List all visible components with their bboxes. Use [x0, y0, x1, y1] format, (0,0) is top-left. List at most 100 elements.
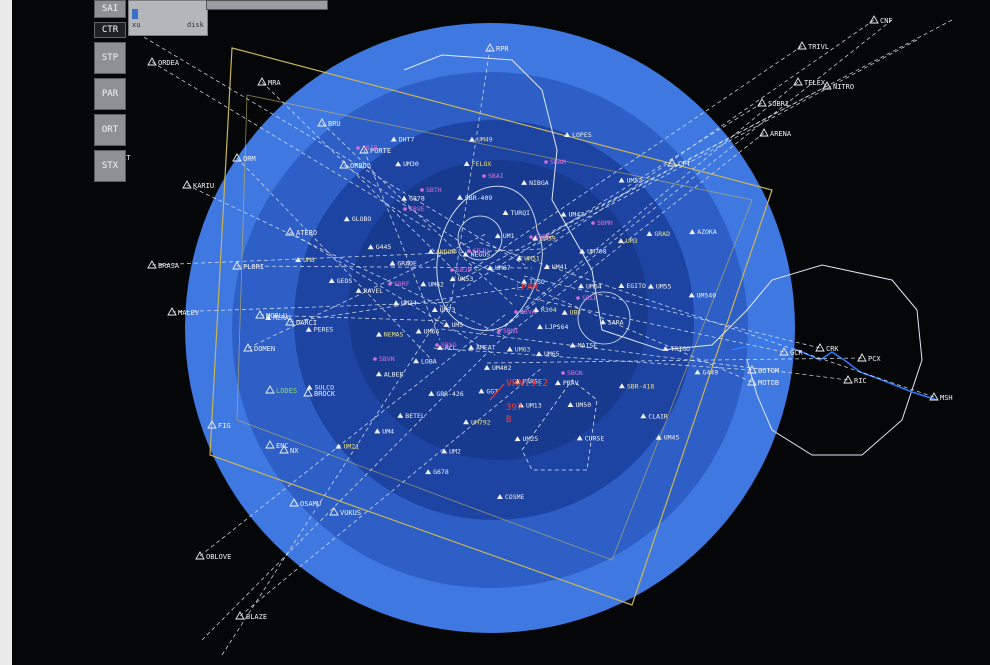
inner-fixes: R304 RCL UM1 PRAV RAVEL UM3 UM2 UM30 G449 UM5 UM51… — [265, 131, 718, 501]
alert-label-0[interactable]: VRN1912 — [506, 378, 548, 389]
fix-marker-dht7 — [390, 136, 397, 142]
aircraft-symbol[interactable] — [450, 268, 454, 272]
aircraft-symbol[interactable] — [403, 207, 407, 211]
track-label-sbju[interactable]: SBJU — [473, 247, 489, 255]
fix-label-nitro: NITRO — [833, 83, 854, 91]
fix-marker-brock — [303, 388, 313, 397]
fix-marker-andor — [427, 248, 434, 254]
fix-marker-sulco — [306, 384, 313, 390]
track-label-sbam[interactable]: SBAM — [550, 158, 566, 166]
fix-label-sbr-418: SBR-418 — [627, 382, 654, 390]
track-label-sbjp[interactable]: SBJP — [456, 266, 472, 274]
aircraft-tracks[interactable]: SBIB SBVE SBJP SBNI SBAM SBMH SBRF SBSG SBAI SBTE… — [356, 144, 613, 377]
track-label-sbib[interactable]: SBIB — [362, 144, 378, 152]
aircraft-symbol[interactable] — [591, 221, 595, 225]
aircraft-symbol[interactable] — [373, 357, 377, 361]
fix-label-trivl: TRIVL — [808, 43, 829, 51]
route-line — [199, 313, 507, 557]
fix-label-botom: BOTOM — [758, 367, 779, 375]
radar-display[interactable]: ORDEA MRA KARIU BRASA MALEV ATERO FLORI MORLU DO… — [12, 0, 990, 665]
track-label-sbth[interactable]: SBTH — [426, 186, 442, 194]
aircraft-symbol[interactable] — [497, 329, 501, 333]
track-label-sbsg[interactable]: SBSG — [441, 341, 457, 349]
fix-label-um73: UM73 — [440, 306, 456, 314]
menu-button-sai[interactable]: SAI — [94, 0, 126, 18]
route-network — [131, 19, 953, 656]
fix-marker-osamu — [289, 498, 299, 507]
fix-label-um51: UM51 — [524, 254, 540, 262]
fix-marker-crk — [815, 343, 825, 352]
fix-marker-um792 — [463, 419, 470, 425]
fix-label-ordea: ORDEA — [158, 59, 180, 67]
fix-label-um41: UM41 — [552, 263, 568, 271]
track-label-sbmh[interactable]: SBMH — [597, 219, 613, 227]
aircraft-symbol[interactable] — [435, 343, 439, 347]
aircraft-symbol[interactable] — [529, 235, 533, 239]
aircraft-symbol[interactable] — [544, 160, 548, 164]
fix-label-sulco: SULCO — [314, 384, 334, 392]
fix-label-rpr: RPR — [496, 45, 509, 53]
alert-label-2[interactable]: B — [506, 415, 511, 425]
track-label-sbve[interactable]: SBVE — [409, 205, 425, 213]
route-line — [440, 328, 849, 381]
alert-label-1[interactable]: 397 — [506, 403, 522, 413]
holding-pattern-2 — [577, 291, 631, 345]
fix-marker-um67 — [487, 265, 493, 271]
track-label-sbte[interactable]: SBTE — [535, 233, 551, 241]
aircraft-symbol[interactable] — [561, 371, 565, 375]
fix-label-flori: FLORI — [243, 263, 264, 271]
fix-label-curse: CURSE — [585, 434, 605, 442]
menu-button-ctr[interactable]: CTR — [94, 22, 126, 38]
fix-label-um47: UM47 — [569, 211, 585, 219]
fix-label-um8: UM8 — [303, 256, 315, 264]
fix-label-prav: PRAV — [563, 379, 579, 387]
aircraft-symbol[interactable] — [388, 282, 392, 286]
fix-marker-um3 — [617, 238, 624, 244]
fix-marker-um66 — [415, 328, 422, 334]
fix-label-grade: GRADE — [397, 259, 417, 267]
fix-marker-motob — [747, 377, 757, 386]
track-label-sbgn[interactable]: SBGN — [567, 369, 583, 377]
menu-button-ort[interactable]: ORT — [94, 114, 126, 146]
route-line — [131, 29, 526, 266]
route-line — [343, 164, 478, 254]
fix-marker-um73 — [431, 307, 438, 312]
fix-label-um2: UM2 — [449, 447, 461, 455]
fix-marker-um24 — [393, 300, 400, 306]
menu-button-par[interactable]: PAR — [94, 78, 126, 110]
fix-marker-darci — [285, 317, 295, 326]
aircraft-symbol[interactable] — [467, 249, 471, 253]
route-line — [289, 231, 496, 356]
menu-button-stp[interactable]: STP — [94, 42, 126, 74]
track-label-sble[interactable]: SBLE — [582, 294, 598, 302]
track-label-sbva[interactable]: SBVA — [520, 308, 536, 316]
route-line — [151, 248, 542, 266]
fix-label-g449: G449 — [702, 368, 718, 376]
menu-button-stx[interactable]: STX — [94, 150, 126, 182]
aircraft-symbol[interactable] — [482, 174, 486, 178]
track-label-sbrf[interactable]: SBRF — [394, 280, 410, 288]
fix-label-um64: UM64 — [586, 282, 602, 290]
route-line — [221, 298, 452, 656]
fix-marker-um65 — [535, 351, 542, 357]
fix-label-g445: G445 — [376, 243, 392, 251]
fix-marker-um53 — [449, 276, 456, 282]
fix-label-cosme: COSME — [505, 493, 525, 501]
fix-marker-orbol — [339, 160, 349, 169]
alert-leader-line — [489, 383, 505, 401]
aircraft-symbol[interactable] — [514, 310, 518, 314]
aircraft-symbol[interactable] — [576, 296, 580, 300]
fix-marker-cnf — [869, 15, 879, 24]
fix-marker-nitro — [822, 81, 832, 90]
track-label-sbai[interactable]: SBAI — [488, 172, 504, 180]
fix-marker-cosme — [496, 493, 503, 499]
track-label-sbni[interactable]: SBNI — [503, 327, 519, 335]
track-label-sbvn[interactable]: SBVN — [379, 355, 395, 363]
aircraft-symbol[interactable] — [420, 188, 424, 192]
alert-label-3[interactable]: LPAM — [516, 283, 538, 293]
fix-marker-ravel — [355, 287, 362, 293]
fix-marker-g678 — [425, 469, 432, 475]
fix-label-geds: GEDS — [337, 277, 353, 285]
aircraft-symbol[interactable] — [356, 146, 360, 150]
alert-labels[interactable]: VRN1912 397 B LPAM — [489, 283, 548, 425]
